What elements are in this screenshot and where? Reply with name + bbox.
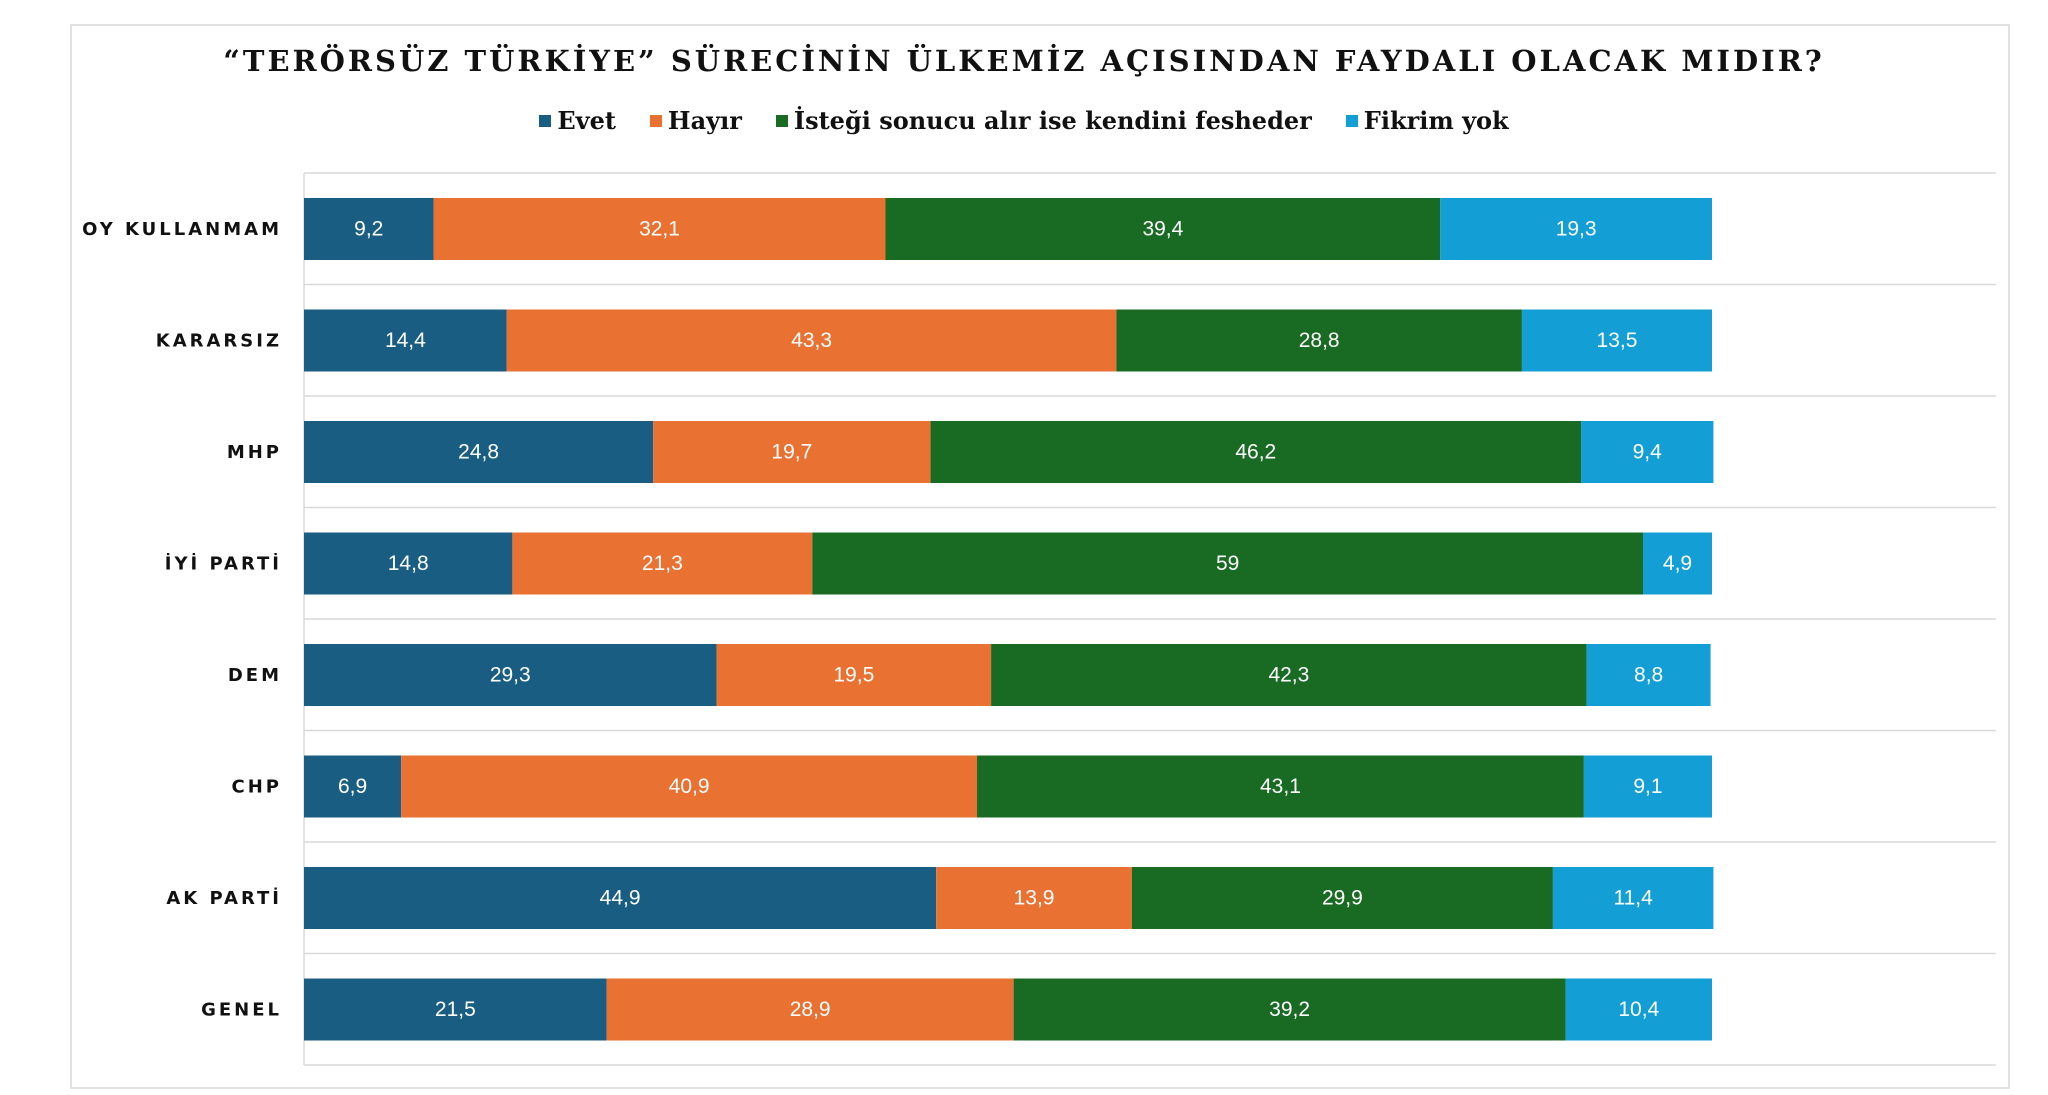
bar-segment (1643, 532, 1712, 595)
legend-item-hayir: Hayır (649, 106, 742, 135)
category-label: MHP (227, 442, 282, 463)
bar-segment (304, 755, 402, 818)
data-label: 19,5 (833, 664, 874, 687)
data-label: 43,1 (1260, 775, 1301, 798)
bar-segment (977, 755, 1584, 818)
data-label: 46,2 (1235, 441, 1276, 464)
category-label: OY KULLANMAM (82, 219, 282, 240)
legend-swatch-fikrim-yok (1345, 114, 1358, 127)
data-label: 4,9 (1663, 552, 1692, 575)
bar-segment (1440, 198, 1712, 260)
bar-segment (304, 644, 717, 706)
bar-segment (304, 867, 937, 929)
data-label: 11,4 (1613, 887, 1653, 910)
bar-segment (401, 755, 978, 818)
legend-label-evet: Evet (557, 106, 616, 135)
bar-segment (606, 978, 1014, 1041)
bar-segment (304, 198, 434, 260)
category-label: CHP (232, 777, 282, 798)
bar-segment (653, 421, 931, 483)
data-label: 39,4 (1142, 218, 1183, 241)
data-label: 9,2 (354, 218, 383, 241)
data-label: 40,9 (669, 775, 710, 798)
legend-item-istegi: İsteği sonucu alır ise kendini fesheder (775, 106, 1312, 135)
data-label: 29,9 (1322, 887, 1363, 910)
data-label: 44,9 (600, 887, 641, 910)
legend-label-fikrim-yok: Fikrim yok (1363, 106, 1509, 135)
bar-segment (936, 867, 1132, 929)
bar-segment (1581, 421, 1714, 483)
data-label: 6,9 (338, 775, 367, 798)
bar-segment (304, 309, 507, 372)
bar-segment (930, 421, 1582, 483)
data-label: 24,8 (458, 441, 499, 464)
bar-segment (1116, 309, 1522, 372)
bar-segment (304, 532, 513, 595)
category-label: GENEL (201, 1000, 282, 1021)
data-label: 8,8 (1634, 664, 1663, 687)
data-label: 13,5 (1597, 329, 1638, 352)
category-label: DEM (228, 665, 282, 686)
bar-segment (304, 421, 654, 483)
data-label: 21,5 (435, 998, 476, 1021)
bar-segment (304, 978, 607, 1041)
data-label: 9,4 (1633, 441, 1663, 464)
bar-segment (1565, 978, 1712, 1041)
data-label: 19,3 (1556, 218, 1597, 241)
bar-segment (1131, 867, 1553, 929)
bar-segment (1583, 755, 1712, 818)
data-label: 13,9 (1014, 887, 1055, 910)
legend-swatch-istegi (775, 114, 788, 127)
data-label: 28,9 (790, 998, 831, 1021)
data-label: 32,1 (639, 218, 680, 241)
bar-segment (1013, 978, 1566, 1041)
legend-label-hayir: Hayır (667, 106, 742, 135)
data-label: 10,4 (1618, 998, 1659, 1021)
legend-label-istegi: İsteği sonucu alır ise kendini fesheder (793, 106, 1312, 135)
bar-segment (433, 198, 886, 260)
data-label: 21,3 (642, 552, 683, 575)
legend-item-evet: Evet (539, 106, 616, 135)
data-label: 19,7 (771, 441, 812, 464)
data-label: 59 (1216, 552, 1239, 575)
bar-segment (506, 309, 1117, 372)
legend-swatch-evet (539, 114, 552, 127)
data-label: 39,2 (1269, 998, 1310, 1021)
data-label: 14,4 (385, 329, 426, 352)
legend-swatch-hayir (649, 114, 662, 127)
category-label: KARARSIZ (156, 331, 282, 352)
data-label: 42,3 (1268, 664, 1309, 687)
data-label: 43,3 (791, 329, 832, 352)
category-label: AK PARTİ (166, 887, 282, 909)
bar-segment (716, 644, 992, 706)
bar-segment (885, 198, 1441, 260)
bar-segment (1586, 644, 1711, 706)
chart-title: “TERÖRSÜZ TÜRKİYE” SÜRECİNİN ÜLKEMİZ AÇI… (223, 44, 1825, 78)
data-label: 9,1 (1633, 775, 1662, 798)
bar-segment (812, 532, 1644, 595)
bar-segment (991, 644, 1587, 706)
bar-segment (512, 532, 813, 595)
data-label: 14,8 (388, 552, 429, 575)
legend-item-fikrim-yok: Fikrim yok (1345, 106, 1509, 135)
chart-legend: Evet Hayır İsteği sonucu alır ise kendin… (0, 106, 2048, 135)
data-label: 29,3 (490, 664, 531, 687)
category-label: İYİ PARTİ (165, 553, 282, 575)
bar-segment (1521, 309, 1712, 372)
data-label: 28,8 (1299, 329, 1340, 352)
bar-segment (1552, 867, 1714, 929)
